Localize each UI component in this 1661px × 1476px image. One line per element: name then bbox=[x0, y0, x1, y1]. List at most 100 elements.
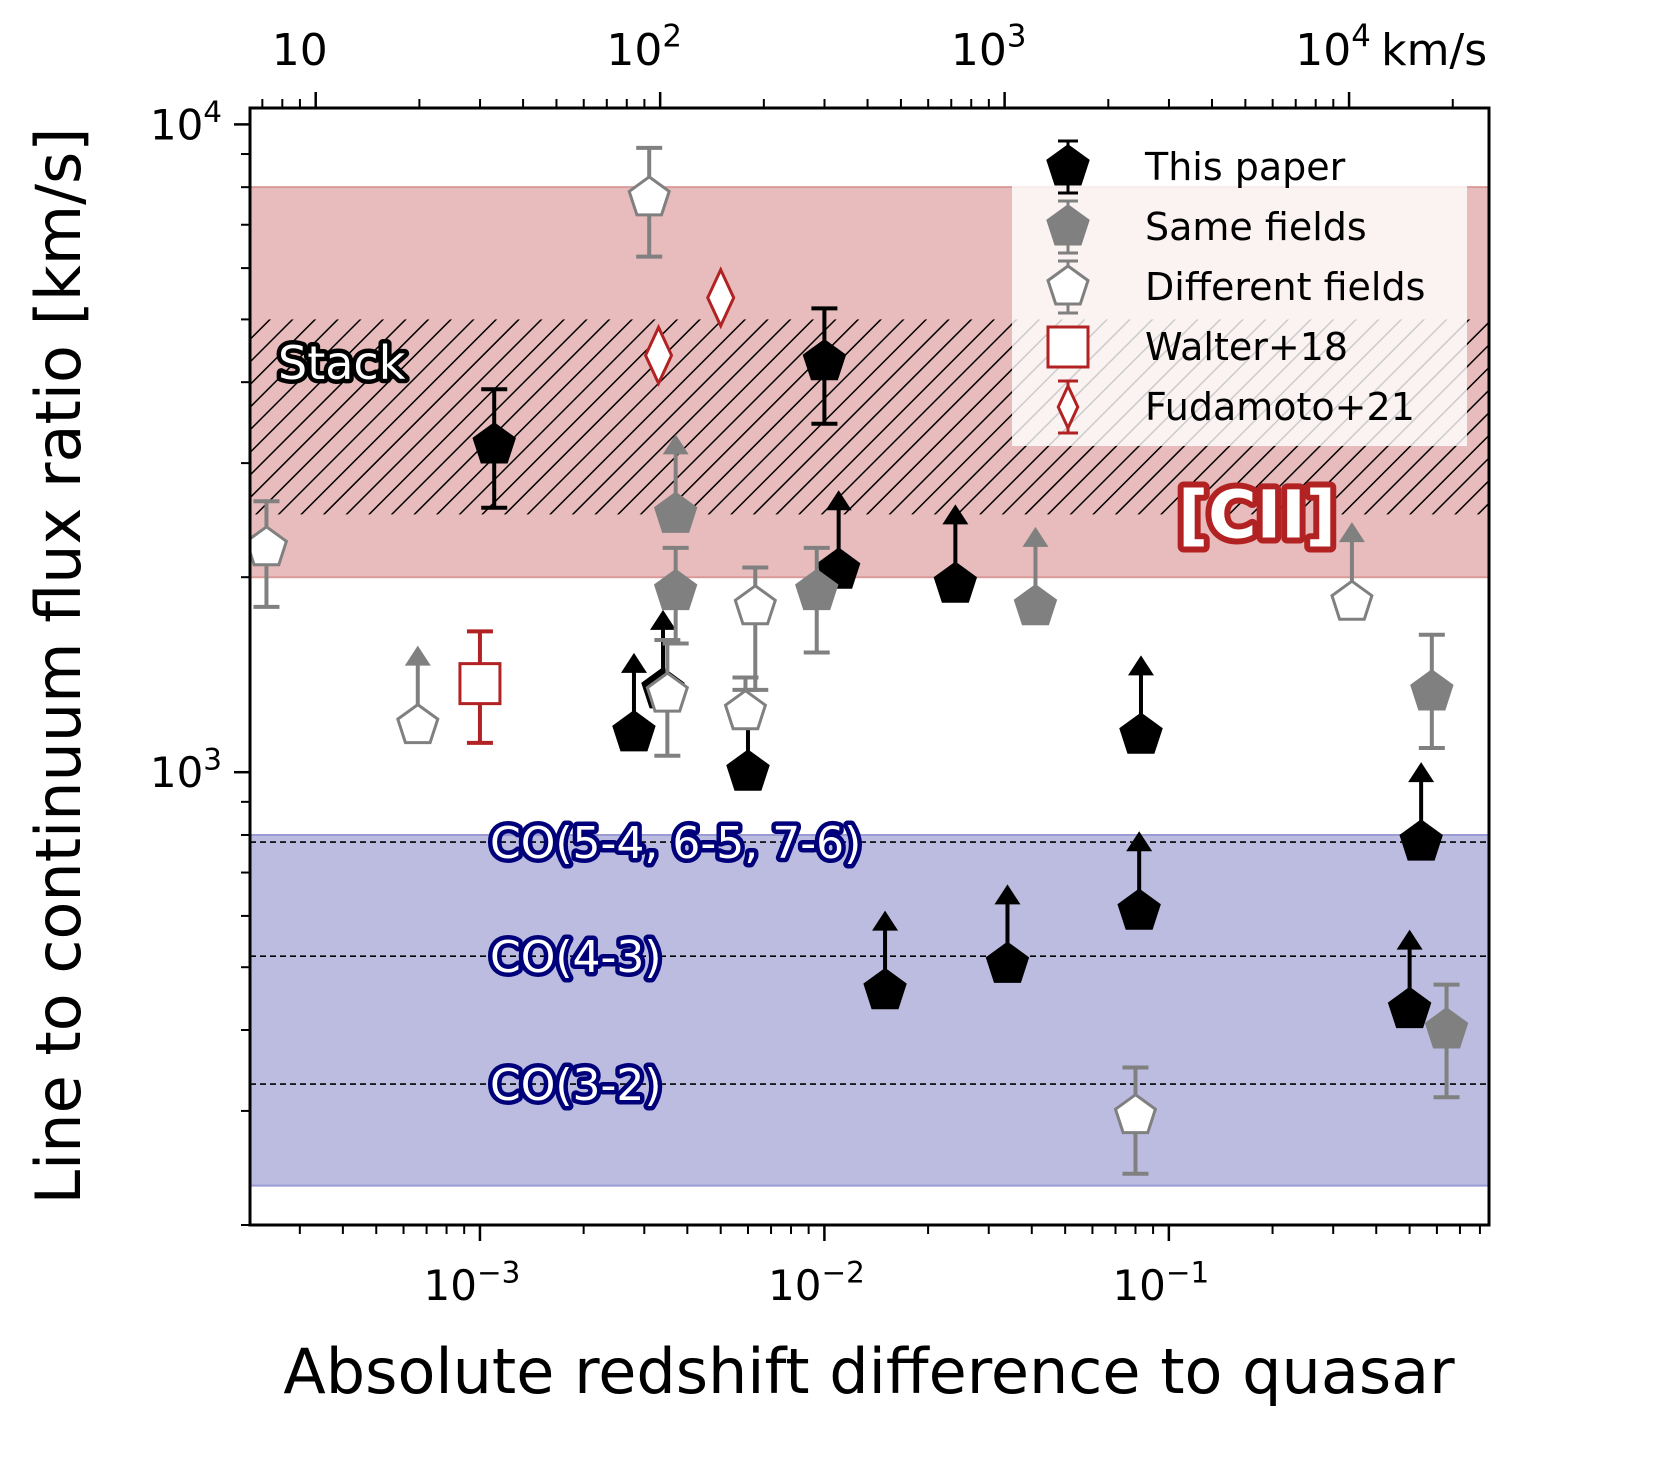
marker bbox=[1410, 669, 1454, 711]
lower-limit-arrow bbox=[1338, 522, 1365, 543]
lower-limit-arrow bbox=[942, 504, 969, 525]
fudamoto-21-point-1 bbox=[706, 266, 736, 330]
stack-label: Stack bbox=[278, 336, 406, 390]
legend-marker bbox=[1046, 264, 1090, 306]
different-fields-point-4 bbox=[723, 675, 768, 731]
marker bbox=[1117, 888, 1161, 930]
marker bbox=[1013, 583, 1058, 626]
co-765-label: CO(5-4, 6-5, 7-6) bbox=[490, 818, 861, 869]
this-paper-point-2 bbox=[612, 652, 656, 752]
marker bbox=[1387, 986, 1432, 1029]
marker bbox=[723, 688, 768, 731]
lower-limit-arrow bbox=[825, 490, 852, 511]
this-paper-point-0 bbox=[472, 387, 516, 510]
lower-limit-arrow bbox=[620, 652, 647, 673]
lower-limit-arrow bbox=[662, 434, 689, 455]
y-tick-label-1: 104 bbox=[150, 95, 222, 150]
legend-marker bbox=[1046, 325, 1090, 369]
top-tick-label-3: 104 bbox=[1295, 19, 1371, 76]
x-axis-label: Absolute redshift difference to quasar bbox=[283, 1335, 1455, 1408]
legend-label-same-fields: Same fields bbox=[1145, 205, 1367, 249]
legend-label-different-fields: Different fields bbox=[1145, 265, 1425, 309]
legend-marker-this bbox=[1046, 139, 1090, 195]
axes: 10−3 10−2 10−1 103 104 10 102 103 104 bbox=[150, 19, 1491, 1310]
marker bbox=[250, 524, 289, 567]
different-fields-point-2 bbox=[645, 637, 690, 758]
y-tick-label-0: 103 bbox=[150, 743, 222, 798]
marker bbox=[802, 338, 847, 381]
data-points bbox=[250, 145, 1469, 1176]
marker bbox=[1119, 712, 1163, 754]
lower-limit-arrow bbox=[650, 609, 677, 630]
different-fields-point-7 bbox=[1330, 522, 1374, 621]
top-tick-label-1: 102 bbox=[606, 19, 682, 76]
this-paper-point-1 bbox=[802, 306, 847, 426]
legend-marker-same bbox=[1046, 199, 1090, 255]
marker bbox=[1113, 1092, 1158, 1135]
legend-marker-walter bbox=[1046, 325, 1090, 369]
this-paper-point-11 bbox=[1399, 762, 1443, 861]
marker bbox=[1399, 819, 1443, 861]
this-paper-point-10 bbox=[1117, 831, 1161, 930]
fudamoto-21-point-0 bbox=[643, 323, 674, 387]
marker bbox=[726, 749, 770, 791]
legend-label-fudamoto21: Fudamoto+21 bbox=[1145, 385, 1415, 429]
marker bbox=[612, 710, 656, 752]
legend: This paper Same fields Different fields … bbox=[1012, 130, 1467, 446]
marker bbox=[653, 491, 698, 533]
marker bbox=[733, 583, 778, 626]
marker bbox=[472, 422, 516, 464]
legend-marker bbox=[1056, 382, 1080, 432]
lower-limit-arrow bbox=[1408, 762, 1435, 783]
x-tick-label-0: 10−3 bbox=[424, 1255, 521, 1310]
this-paper-point-7 bbox=[1119, 655, 1163, 754]
reference-lines bbox=[250, 841, 1489, 1085]
legend-label-walter18: Walter+18 bbox=[1145, 325, 1348, 369]
different-fields-point-1 bbox=[627, 145, 671, 259]
legend-marker bbox=[1046, 204, 1090, 246]
y-axis-label: Line to continuum flux ratio [km/s] bbox=[22, 128, 95, 1205]
this-paper-point-12 bbox=[1387, 929, 1432, 1029]
same-fields-point-5 bbox=[1013, 526, 1058, 626]
same-fields-point-4 bbox=[653, 434, 698, 533]
marker bbox=[933, 561, 978, 603]
legend-marker-diff bbox=[1046, 259, 1090, 315]
same-fields-point-2 bbox=[1410, 632, 1454, 750]
co-32-label: CO(3-2) bbox=[490, 1060, 662, 1111]
marker bbox=[1330, 579, 1374, 621]
marker bbox=[643, 323, 674, 387]
marker bbox=[795, 568, 839, 611]
x-tick-label-2: 10−1 bbox=[1112, 1255, 1209, 1310]
this-paper-point-8 bbox=[863, 910, 907, 1010]
marker bbox=[985, 941, 1030, 983]
walter-18-point-0 bbox=[458, 629, 502, 745]
band-co bbox=[250, 834, 1489, 1186]
legend-label-this-paper: This paper bbox=[1144, 145, 1346, 189]
marker bbox=[653, 568, 698, 611]
legend-marker-fuda bbox=[1056, 379, 1080, 435]
marker bbox=[863, 967, 907, 1010]
x-tick-label-1: 10−2 bbox=[768, 1255, 865, 1310]
marker bbox=[645, 671, 690, 713]
marker bbox=[458, 662, 502, 706]
lower-limit-arrow bbox=[404, 645, 431, 666]
lower-limit-arrow bbox=[1396, 929, 1423, 950]
legend-markers bbox=[1046, 139, 1090, 435]
marker bbox=[396, 702, 440, 745]
same-fields-point-3 bbox=[1424, 982, 1469, 1100]
band-labels: Stack [CII] CO(5-4, 6-5, 7-6) CO(4-3) CO… bbox=[274, 331, 1342, 1115]
lower-limit-arrow bbox=[1126, 831, 1153, 852]
different-fields-point-5 bbox=[1113, 1065, 1158, 1176]
same-fields-point-1 bbox=[795, 545, 839, 655]
lower-limit-arrow bbox=[994, 884, 1021, 905]
marker bbox=[627, 175, 671, 217]
cii-band-label: [CII] bbox=[1178, 476, 1336, 553]
lower-limit-arrow bbox=[872, 910, 899, 931]
top-tick-label-2: 103 bbox=[951, 19, 1027, 76]
different-fields-point-3 bbox=[733, 565, 778, 692]
legend-marker bbox=[1046, 144, 1090, 186]
legend-box bbox=[1012, 130, 1467, 446]
lower-limit-arrow bbox=[1022, 526, 1049, 547]
different-fields-point-0 bbox=[250, 499, 289, 609]
